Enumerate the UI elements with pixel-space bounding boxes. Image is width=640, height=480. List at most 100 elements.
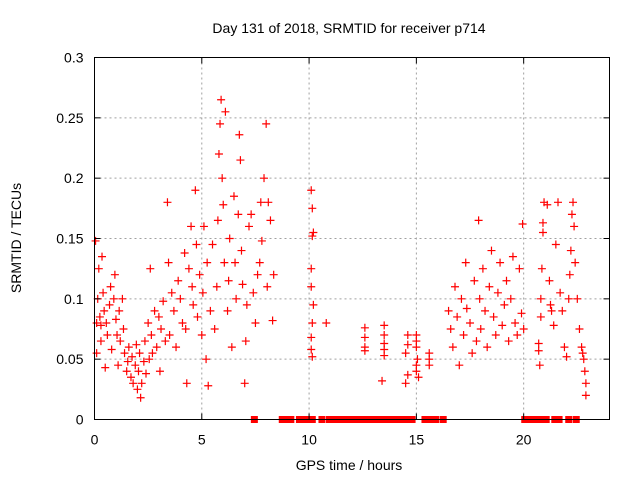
data-point [109, 294, 118, 303]
data-point [157, 325, 166, 333]
data-point [223, 306, 232, 315]
data-point [322, 318, 331, 327]
data-point [462, 304, 471, 313]
x-tick-label: 5 [198, 432, 206, 448]
data-point [472, 337, 481, 346]
data-point [263, 282, 272, 291]
data-point [204, 381, 213, 390]
data-point [551, 240, 560, 249]
data-point [111, 315, 120, 324]
data-point [213, 216, 222, 225]
data-point [360, 333, 369, 342]
data-point [203, 258, 212, 267]
data-point [569, 198, 578, 207]
data-point [451, 282, 459, 291]
data-point [378, 376, 387, 385]
data-point [164, 258, 173, 267]
data-point [236, 156, 245, 165]
data-point [240, 379, 249, 388]
data-point [147, 331, 156, 340]
data-point [257, 236, 266, 245]
x-axis-label: GPS time / hours [296, 457, 403, 473]
data-point [578, 349, 587, 358]
y-tick-label: 0 [76, 412, 84, 428]
data-point [217, 95, 226, 104]
data-point [237, 246, 246, 255]
data-point [401, 349, 410, 358]
data-point [534, 346, 543, 355]
data-point [475, 294, 484, 303]
data-point [187, 222, 196, 231]
data-point [564, 294, 573, 303]
data-point [461, 258, 470, 267]
data-point [232, 294, 241, 303]
data-point [107, 345, 116, 354]
data-point [227, 343, 236, 352]
data-point [444, 306, 453, 315]
data-point [545, 276, 554, 285]
data-point [562, 352, 571, 361]
data-point [118, 294, 127, 303]
data-point [139, 357, 148, 366]
data-point [478, 264, 487, 273]
data-point [565, 270, 574, 279]
data-point [476, 325, 485, 333]
data-point [414, 373, 423, 382]
data-point [202, 355, 211, 364]
data-point [180, 248, 189, 257]
data-point [253, 270, 262, 279]
data-point [234, 210, 243, 219]
data-point [566, 246, 575, 255]
data-point [155, 367, 164, 376]
data-point [519, 325, 528, 333]
data-point [580, 367, 589, 376]
data-point [466, 318, 475, 327]
data-point [197, 331, 206, 340]
plot-frame [94, 57, 610, 420]
data-point [134, 367, 143, 376]
data-point [571, 258, 580, 267]
data-point [496, 258, 505, 267]
data-point [199, 222, 208, 231]
data-point [308, 352, 317, 361]
data-point [103, 331, 112, 340]
data-point [577, 343, 586, 352]
data-point [123, 357, 132, 366]
data-point [176, 294, 185, 303]
data-point [474, 216, 483, 225]
data-point [101, 363, 110, 372]
data-point [169, 306, 178, 315]
data-point [446, 325, 455, 333]
y-tick-label: 0.15 [56, 231, 83, 247]
data-point [241, 337, 250, 346]
data-point [508, 252, 517, 261]
data-point [558, 306, 567, 315]
data-point [219, 200, 228, 209]
data-point [94, 264, 103, 273]
ticks-layer: 0 0.05 0.1 0.15 0.2 0.25 0.3 0 5 10 15 20 [56, 50, 610, 448]
data-point [142, 369, 150, 378]
data-point [307, 264, 316, 273]
x-tick-label: 0 [91, 432, 99, 448]
data-point [502, 276, 511, 285]
data-point [229, 192, 238, 201]
data-point [231, 258, 240, 267]
data-point [403, 340, 412, 349]
data-point [573, 294, 582, 303]
data-point [184, 264, 193, 273]
data-point [105, 300, 114, 309]
data-point [99, 288, 108, 297]
data-point [167, 288, 176, 297]
data-point [163, 198, 172, 207]
data-point [513, 331, 522, 340]
data-point [192, 240, 201, 249]
data-point [132, 340, 141, 349]
data-point [193, 312, 202, 321]
data-point [560, 343, 569, 352]
data-point [534, 339, 543, 348]
data-point [206, 306, 215, 315]
data-point [307, 282, 316, 291]
data-point [506, 294, 515, 303]
data-point [124, 343, 133, 352]
data-point [165, 331, 174, 340]
